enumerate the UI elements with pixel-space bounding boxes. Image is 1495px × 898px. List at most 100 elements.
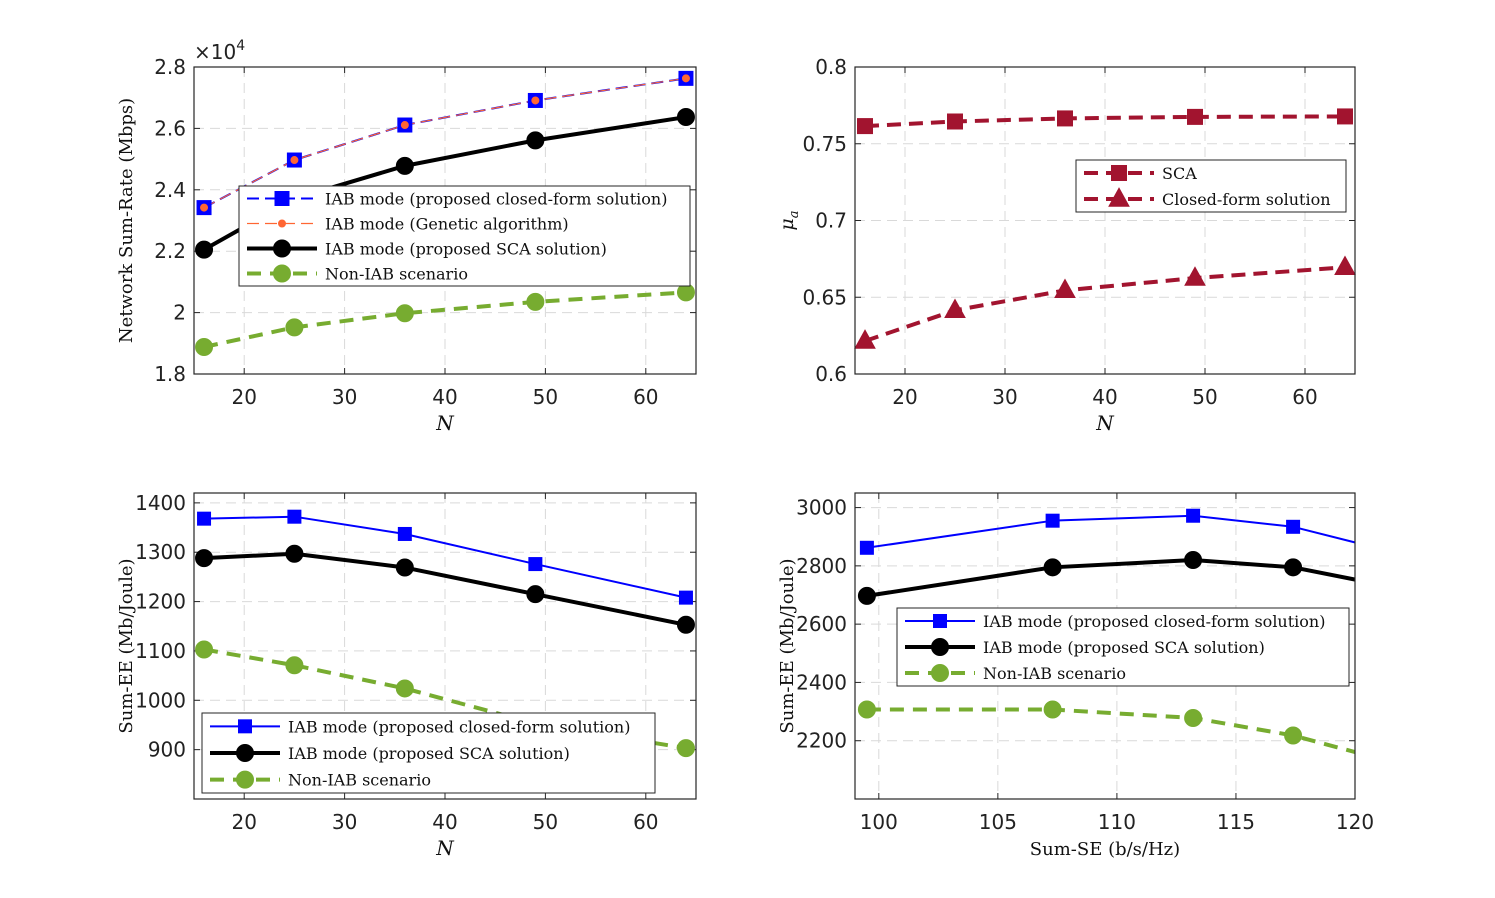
y-tick-label: 2400 [796, 670, 847, 694]
legend: IAB mode (proposed closed-form solution)… [201, 712, 656, 794]
data-point-s2 [526, 585, 545, 604]
x-tick-label: 30 [332, 385, 357, 409]
y-tick-label: 2.6 [154, 116, 186, 140]
data-point-s3 [395, 156, 414, 175]
data-point-s2 [400, 121, 409, 130]
chart-panel-4: 100 105 110 115 120 2200 2400 2600 2800 3000 Sum-S… [777, 492, 1374, 860]
legend-marker-3 [273, 239, 291, 258]
x-tick-label: 30 [992, 385, 1017, 409]
y-tick-label: 3000 [796, 496, 847, 520]
y-tick-label: 0.6 [815, 362, 847, 386]
plot-frame [193, 66, 697, 375]
data-point-s2 [676, 615, 695, 634]
y-tick-label: 2200 [796, 729, 847, 753]
y-tick-label: 0.8 [815, 55, 847, 79]
legend: SCA Closed-form solution [1075, 159, 1347, 213]
data-point-s1 [857, 118, 873, 135]
data-point-s2 [857, 586, 876, 605]
data-point-s2 [531, 96, 540, 105]
legend-marker-2 [1108, 187, 1130, 207]
data-point-s2 [681, 74, 690, 83]
legend-label-1: IAB mode (proposed closed-form solution) [325, 190, 667, 209]
x-tick-label: 100 [860, 810, 898, 834]
data-point-s4 [285, 318, 304, 337]
data-point-s1 [528, 557, 543, 572]
legend-label-4: Non-IAB scenario [325, 265, 468, 284]
y-tick-label: 0.65 [802, 285, 847, 309]
y-tick-label: 900 [148, 738, 186, 762]
y-exponent-base: ×10 [194, 40, 236, 64]
chart-panel-2: 20 30 40 50 60 0.6 0.65 0.7 0.75 0.8 Nμa SCA Closed-… [776, 55, 1356, 435]
legend-marker-2 [931, 638, 949, 656]
legend-label-1: IAB mode (proposed closed-form solution) [288, 717, 630, 736]
x-tick-label: 50 [533, 385, 558, 409]
data-point-s3 [195, 640, 214, 659]
x-tick-label: 40 [432, 810, 457, 834]
legend-marker-1 [238, 719, 252, 734]
x-tick-label: 60 [1292, 385, 1317, 409]
y-tick-label: 1300 [135, 540, 186, 564]
y-tick-label: 1200 [135, 590, 186, 614]
y-tick-label: 2.8 [154, 55, 186, 79]
data-point-s3 [1184, 708, 1203, 727]
data-point-s2 [395, 558, 414, 577]
plot-frame [193, 492, 697, 800]
data-point-s4 [195, 337, 214, 356]
legend-marker-3 [236, 770, 254, 789]
data-point-s1 [859, 540, 874, 555]
x-tick-label: 105 [979, 810, 1017, 834]
legend-marker-4 [273, 264, 291, 283]
y-tick-label: 1000 [135, 688, 186, 712]
legend-label-3: Non-IAB scenario [288, 771, 431, 790]
x-tick-label: 50 [1192, 385, 1217, 409]
legend-label-2: IAB mode (proposed SCA solution) [288, 744, 570, 763]
data-point-s2 [285, 544, 304, 563]
x-tick-label: 110 [1098, 810, 1136, 834]
legend-label-2: Closed-form solution [1162, 190, 1331, 209]
x-axis-label: N [435, 836, 455, 860]
legend-label-1: SCA [1162, 164, 1197, 183]
data-point-s2 [1184, 551, 1203, 570]
legend-label-3: IAB mode (proposed SCA solution) [325, 240, 607, 259]
data-point-s3 [1043, 700, 1062, 719]
x-tick-label: 120 [1336, 810, 1374, 834]
x-tick-label: 60 [633, 810, 658, 834]
y-axis-label: μa [776, 210, 802, 230]
data-point-s3 [1284, 726, 1303, 745]
data-point-s1 [1337, 108, 1353, 125]
y-tick-label: 2800 [796, 554, 847, 578]
data-point-s1 [197, 511, 212, 526]
data-point-s3 [676, 739, 695, 758]
x-tick-label: 20 [892, 385, 917, 409]
plot-frame [854, 492, 1356, 800]
legend-marker-1 [933, 614, 947, 628]
data-point-s1 [397, 526, 412, 541]
chart-panel-1: 20 30 40 50 60 1.8 2 2.2 2.4 2.6 2.8 N Network Sum-R… [116, 38, 697, 435]
data-point-s1 [1057, 110, 1073, 127]
y-tick-label: 2.4 [154, 178, 186, 202]
y-axis-label-subscript: a [787, 210, 802, 218]
data-point-s2 [1184, 266, 1206, 286]
data-point-s2 [290, 156, 299, 165]
legend-marker-3 [931, 664, 949, 682]
x-tick-label: 115 [1217, 810, 1255, 834]
x-tick-label: 20 [231, 385, 256, 409]
legend-label-1: IAB mode (proposed closed-form solution) [983, 612, 1325, 631]
legend: IAB mode (proposed closed-form solution)… [896, 607, 1350, 687]
data-point-s2 [200, 203, 209, 212]
data-point-s4 [526, 292, 545, 311]
x-tick-label: 20 [231, 810, 256, 834]
y-axis-label: Sum-EE (Mb/Joule) [777, 558, 798, 733]
y-axis-label-symbol: μ [776, 218, 798, 230]
legend-label-2: IAB mode (Genetic algorithm) [325, 215, 569, 234]
legend: IAB mode (proposed closed-form solution)… [238, 185, 691, 287]
data-point-s2 [1334, 255, 1356, 276]
chart-panel-3: 20 30 40 50 60 900 1000 1100 1200 1300 1400 N Sum-EE… [116, 491, 697, 860]
data-point-s1 [678, 590, 693, 605]
y-exponent-label: ×104 [194, 38, 245, 64]
legend-marker-1 [1111, 165, 1127, 181]
legend-label-3: Non-IAB scenario [983, 664, 1126, 683]
data-point-s2 [1043, 558, 1062, 577]
data-point-s3 [395, 679, 414, 698]
x-tick-label: 30 [332, 810, 357, 834]
